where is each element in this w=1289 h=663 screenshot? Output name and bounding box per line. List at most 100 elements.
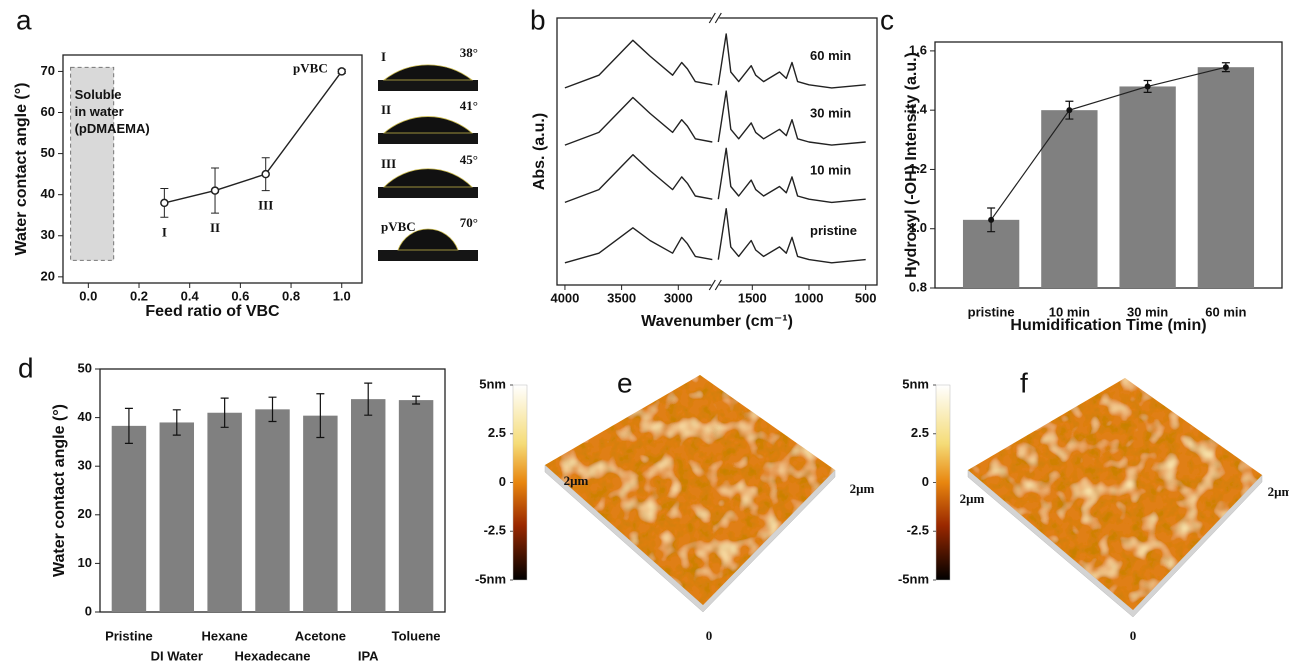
x-tick-label: Hexadecane	[235, 648, 311, 663]
inset-angle: 70°	[460, 215, 478, 230]
droplet-substrate	[378, 250, 478, 261]
inset-label: I	[381, 49, 386, 64]
x-tick-label: 1000	[795, 290, 824, 305]
bar	[351, 399, 385, 612]
x-tick-label: IPA	[358, 648, 379, 663]
colorbar-tick-label: -2.5	[907, 523, 929, 538]
surface-axis-label: 2μm	[960, 491, 985, 506]
x-tick-label: 1500	[738, 290, 767, 305]
y-tick-label: 10	[78, 555, 92, 570]
inset-label: III	[381, 156, 396, 171]
x-tick-label: 500	[855, 290, 877, 305]
surface-axis-label: 0	[1130, 628, 1137, 643]
bar	[399, 400, 433, 612]
inset-label: pVBC	[381, 219, 416, 234]
y-tick-label: 40	[41, 186, 55, 201]
afm-surface	[545, 375, 835, 605]
droplet-substrate	[378, 187, 478, 198]
colorbar-tick-label: 2.5	[911, 425, 929, 440]
data-point	[1223, 64, 1229, 70]
y-tick-label: 20	[78, 506, 92, 521]
y-axis-label: Hydroxyl (-OH) Intensity (a.u.)	[903, 52, 920, 278]
surface-axis-label: 0	[706, 628, 713, 643]
region-text: (pDMAEMA)	[75, 121, 150, 136]
series-label: 60 min	[810, 48, 851, 63]
bar	[1119, 86, 1175, 288]
droplet	[384, 117, 472, 133]
y-tick-label: 70	[41, 63, 55, 78]
inset-label: II	[381, 102, 391, 117]
region-text: Soluble	[75, 87, 122, 102]
x-tick-label: 0.0	[79, 288, 97, 303]
colorbar	[936, 385, 950, 580]
colorbar-tick-label: 0	[499, 474, 506, 489]
trend-line	[991, 67, 1226, 220]
inset-angle: 41°	[460, 98, 478, 113]
x-tick-label: 3500	[607, 290, 636, 305]
x-tick-label: 60 min	[1205, 304, 1246, 319]
data-point	[262, 171, 269, 178]
surface-axis-label: 2μm	[1268, 484, 1289, 499]
point-label: pVBC	[293, 60, 328, 75]
y-tick-label: 0	[85, 603, 92, 618]
panel-letter: e	[617, 367, 633, 398]
y-tick-label: 60	[41, 104, 55, 119]
panel-letter: c	[880, 4, 894, 35]
x-tick-label: Acetone	[295, 628, 346, 643]
bar	[303, 416, 337, 612]
colorbar-tick-label: -5nm	[898, 571, 929, 586]
y-tick-label: 40	[78, 409, 92, 424]
point-label: III	[258, 198, 273, 213]
colorbar-tick-label: -5nm	[475, 571, 506, 586]
droplet	[384, 65, 472, 80]
bar	[1198, 67, 1254, 288]
droplet-substrate	[378, 80, 478, 91]
y-tick-label: 30	[41, 227, 55, 242]
colorbar-tick-label: 2.5	[488, 425, 506, 440]
data-point	[338, 68, 345, 75]
data-point	[161, 199, 168, 206]
x-tick-label: 0.6	[231, 288, 249, 303]
panel-letter: f	[1020, 367, 1028, 398]
x-tick-label: 30 min	[1127, 304, 1168, 319]
y-axis-label: Water contact angle (°)	[51, 404, 68, 577]
x-tick-label: 0.8	[282, 288, 300, 303]
colorbar-tick-label: 5nm	[902, 376, 929, 391]
y-tick-label: 20	[41, 268, 55, 283]
x-tick-label: 3000	[664, 290, 693, 305]
y-tick-label: 50	[41, 145, 55, 160]
x-tick-label: Toluene	[392, 628, 441, 643]
bar	[207, 413, 241, 612]
y-axis-label: Abs. (a.u.)	[531, 113, 548, 190]
series-label: 10 min	[810, 163, 851, 178]
x-tick-label: 10 min	[1049, 304, 1090, 319]
colorbar-tick-label: 0	[922, 474, 929, 489]
surface-axis-label: 2μm	[850, 481, 875, 496]
series-label: 30 min	[810, 105, 851, 120]
x-tick-label: 4000	[550, 290, 579, 305]
series-label: pristine	[810, 223, 857, 238]
data-point	[1145, 83, 1151, 89]
panel-letter: a	[16, 4, 32, 35]
x-tick-label: 1.0	[333, 288, 351, 303]
region-text: in water	[75, 104, 124, 119]
droplet-substrate	[378, 133, 478, 144]
data-point	[212, 187, 219, 194]
x-axis-label: Wavenumber (cm⁻¹)	[641, 313, 793, 330]
surface-axis-label: 2μm	[564, 473, 589, 488]
y-tick-label: 50	[78, 360, 92, 375]
inset-angle: 45°	[460, 152, 478, 167]
x-tick-label: 0.4	[181, 288, 200, 303]
colorbar	[513, 385, 527, 580]
data-point	[988, 217, 994, 223]
bar	[160, 422, 194, 612]
x-axis-label: Feed ratio of VBC	[145, 303, 280, 320]
x-axis-label: Humidification Time (min)	[1010, 317, 1206, 334]
x-tick-label: DI Water	[151, 648, 203, 663]
colorbar-tick-label: -2.5	[484, 523, 506, 538]
x-tick-label: Hexane	[202, 628, 248, 643]
x-tick-label: 0.2	[130, 288, 148, 303]
y-axis-label: Water contact angle (°)	[13, 83, 30, 256]
x-tick-label: Pristine	[105, 628, 153, 643]
bar	[255, 409, 289, 612]
